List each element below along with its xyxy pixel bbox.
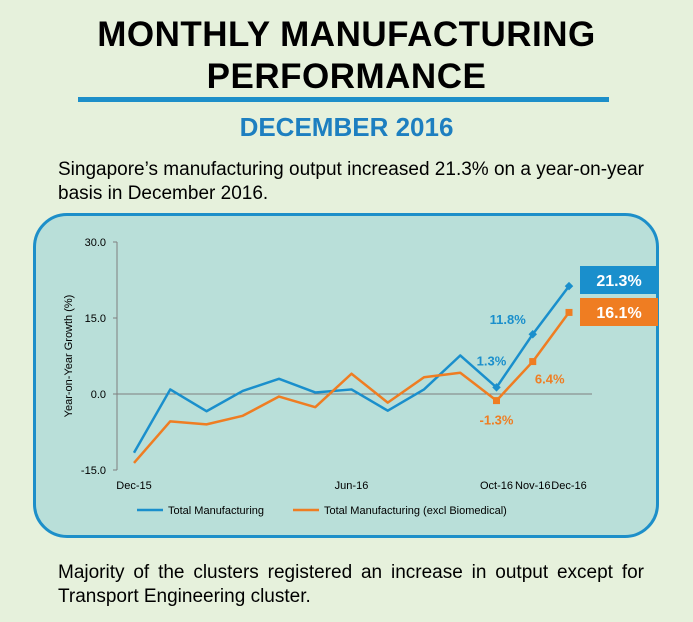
legend-label: Total Manufacturing (excl Biomedical) — [324, 505, 507, 517]
series-marker — [493, 397, 500, 405]
end-badge-total — [580, 266, 658, 294]
intro-paragraph: Singapore’s manufacturing output increas… — [58, 159, 644, 204]
title-divider — [78, 97, 609, 102]
end-badge-excl-text: 16.1% — [596, 305, 641, 322]
title-line-2: PERFORMANCE — [206, 57, 487, 96]
data-label: 11.8% — [490, 312, 527, 327]
y-tick-label: 30.0 — [85, 237, 106, 249]
series-line-0 — [132, 285, 570, 454]
x-tick-label: Jun-16 — [335, 480, 369, 492]
x-tick-label: Oct-16 — [480, 480, 513, 492]
series-marker — [564, 281, 574, 291]
x-tick-label: Dec-15 — [116, 480, 151, 492]
x-tick-label: Dec-16 — [551, 480, 586, 492]
y-tick-label: 15.0 — [85, 313, 106, 325]
y-tick-label: 0.0 — [91, 389, 106, 401]
footer-paragraph: Majority of the clusters registered an i… — [58, 562, 644, 607]
data-label: 1.3% — [477, 353, 507, 368]
data-label: -1.3% — [480, 413, 514, 428]
y-axis-title: Year-on-Year Growth (%) — [63, 295, 75, 418]
x-tick-label: Nov-16 — [515, 480, 550, 492]
data-label: 6.4% — [535, 372, 565, 387]
end-badge-total-text: 21.3% — [596, 273, 641, 290]
page-subtitle: DECEMBER 2016 — [239, 112, 454, 142]
page-title: MONTHLY MANUFACTURING PERFORMANCE — [0, 14, 693, 98]
title-line-1: MONTHLY MANUFACTURING — [97, 15, 596, 54]
y-tick-label: -15.0 — [81, 465, 106, 477]
chart-panel — [33, 213, 659, 538]
series-marker — [528, 329, 537, 339]
legend-label: Total Manufacturing — [168, 505, 264, 517]
series-marker — [492, 383, 501, 392]
end-badge-excl-biomedical — [580, 298, 658, 326]
series-line-1 — [133, 311, 571, 464]
series-marker — [529, 358, 537, 366]
series-marker — [565, 308, 573, 316]
